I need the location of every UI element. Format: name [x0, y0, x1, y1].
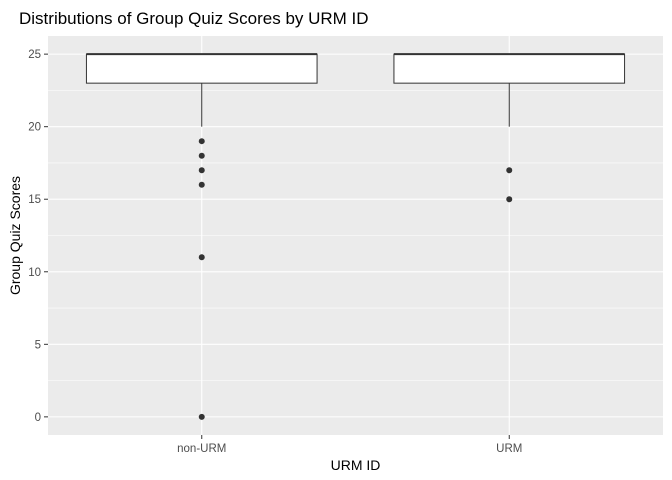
box-iqr [393, 53, 626, 84]
x-axis-title: URM ID [331, 457, 381, 473]
outlier-point [198, 138, 205, 145]
y-tick-label: 10 [28, 267, 41, 279]
boxes [85, 53, 626, 420]
outlier-point [198, 254, 205, 261]
box-iqr [85, 53, 318, 84]
y-tick-label: 0 [35, 412, 41, 424]
y-tick-label: 20 [28, 122, 41, 134]
y-axis: 0 5 10 15 20 25 [28, 49, 48, 424]
y-tick-label: 25 [28, 49, 41, 61]
outlier-point [198, 152, 205, 159]
x-tick-label: URM [496, 443, 522, 455]
outlier-point [198, 167, 205, 174]
box-urm [393, 53, 626, 203]
y-tick-label: 15 [28, 194, 41, 206]
y-tick-label: 5 [35, 339, 41, 351]
outlier-point [198, 181, 205, 188]
y-axis-title: Group Quiz Scores [7, 176, 23, 295]
chart-title: Distributions of Group Quiz Scores by UR… [19, 9, 369, 28]
x-tick-label: non-URM [177, 443, 226, 455]
outlier-point [506, 196, 513, 203]
x-axis: non-URM URM [177, 435, 522, 455]
outlier-point [198, 413, 205, 420]
box-non-urm [85, 53, 318, 420]
outlier-point [506, 167, 513, 174]
